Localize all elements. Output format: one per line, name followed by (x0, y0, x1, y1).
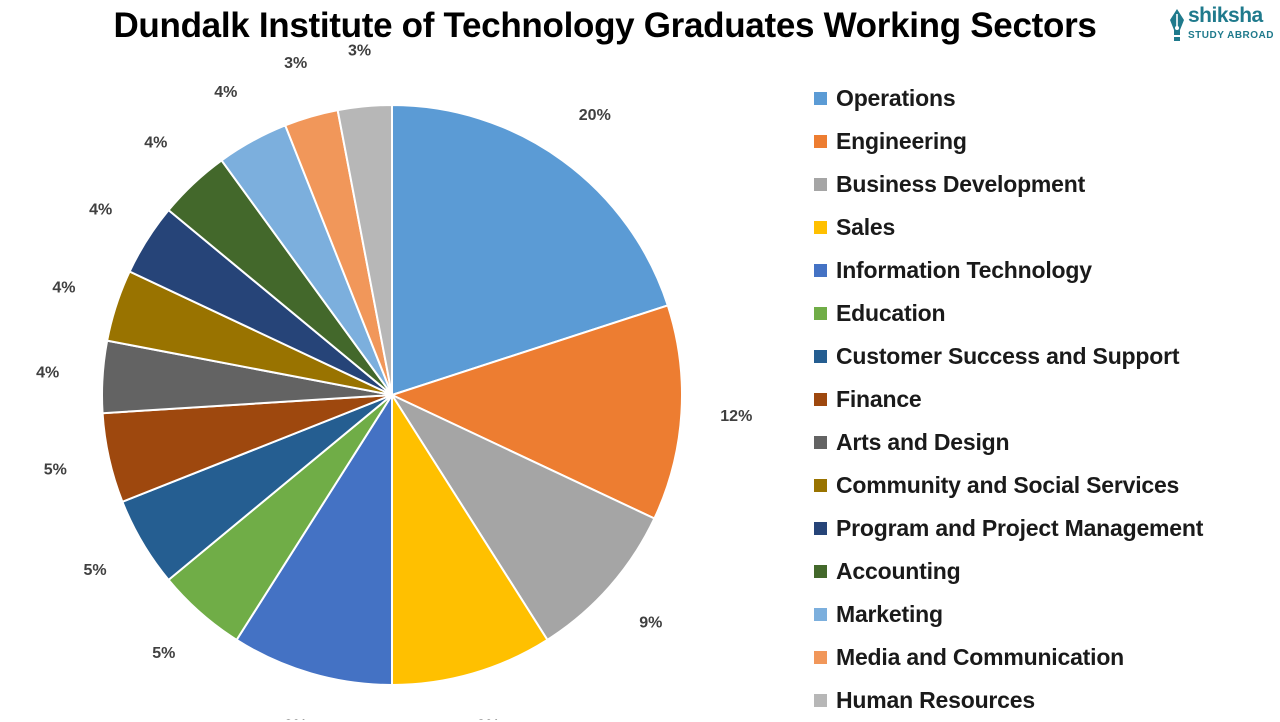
logo-word: shiksha (1188, 4, 1263, 27)
legend-item[interactable]: Arts and Design (814, 421, 1274, 464)
pen-nib-icon (1170, 9, 1184, 41)
legend-item[interactable]: Education (814, 292, 1274, 335)
data-label: 5% (83, 562, 106, 579)
chart-title: Dundalk Institute of Technology Graduate… (113, 6, 1097, 45)
legend-swatch (814, 522, 827, 535)
legend-swatch (814, 92, 827, 105)
legend-item[interactable]: Customer Success and Support (814, 335, 1274, 378)
legend-item[interactable]: Finance (814, 378, 1274, 421)
legend-swatch (814, 135, 827, 148)
legend-item[interactable]: Marketing (814, 593, 1274, 636)
pie-slice-sales[interactable] (391, 391, 549, 687)
legend-label: Sales (836, 214, 896, 240)
legend-swatch (814, 393, 827, 406)
data-label: 9% (639, 614, 662, 631)
legend-swatch (814, 608, 827, 621)
legend-item[interactable]: Engineering (814, 120, 1274, 163)
legend-label: Human Resources (836, 687, 1035, 713)
data-label: 4% (52, 280, 75, 297)
data-label: 20% (579, 107, 611, 124)
data-label: 3% (284, 55, 307, 72)
legend-label: Education (836, 300, 946, 326)
legend-swatch (814, 651, 827, 664)
data-label: 4% (214, 84, 237, 101)
legend-item[interactable]: Community and Social Services (814, 464, 1274, 507)
legend-swatch (814, 350, 827, 363)
legend-label: Business Development (836, 171, 1086, 197)
legend-swatch (814, 221, 827, 234)
legend-label: Finance (836, 386, 922, 412)
data-label: 4% (144, 135, 167, 152)
data-label: 9% (477, 718, 500, 720)
legend-label: Program and Project Management (836, 515, 1204, 541)
legend-swatch (814, 479, 827, 492)
pie-chart: 20% 12% 9% 9% 9% 5% 5% 5% 4% 4% 4% 4% 4% 3% 3% (36, 43, 752, 720)
data-label: 9% (284, 718, 307, 720)
legend-item[interactable]: Media and Communication (814, 636, 1274, 679)
pie-slice-information-technology[interactable] (235, 391, 393, 687)
chart-legend: Operations Engineering Business Developmen… (814, 77, 1274, 722)
legend-item[interactable]: Operations (814, 77, 1274, 120)
legend-label: Marketing (836, 601, 943, 627)
data-label: 4% (89, 201, 112, 218)
legend-swatch (814, 694, 827, 707)
data-label: 5% (44, 462, 67, 479)
legend-item[interactable]: Sales (814, 206, 1274, 249)
pie-slice-engineering[interactable] (389, 304, 683, 520)
legend-item[interactable]: Program and Project Management (814, 507, 1274, 550)
legend-label: Engineering (836, 128, 967, 154)
logo-tagline: STUDY ABROAD (1188, 30, 1275, 41)
legend-swatch (814, 178, 827, 191)
data-label: 12% (720, 408, 752, 425)
legend-label: Arts and Design (836, 429, 1010, 455)
legend-label: Operations (836, 85, 956, 111)
legend-swatch (814, 264, 827, 277)
legend-label: Accounting (836, 558, 961, 584)
legend-swatch (814, 565, 827, 578)
shiksha-logo[interactable]: shiksha STUDY ABROAD (1168, 4, 1276, 46)
data-label: 5% (152, 645, 175, 662)
legend-label: Media and Communication (836, 644, 1125, 670)
legend-item[interactable]: Human Resources (814, 679, 1274, 722)
pie-slice-business-development[interactable] (389, 392, 656, 642)
legend-item[interactable]: Business Development (814, 163, 1274, 206)
legend-swatch (814, 436, 827, 449)
data-label: 4% (36, 365, 59, 382)
legend-swatch (814, 307, 827, 320)
pie-slice-human-resources[interactable] (336, 103, 393, 396)
legend-label: Customer Success and Support (836, 343, 1180, 369)
data-label: 3% (348, 43, 371, 60)
legend-item[interactable]: Accounting (814, 550, 1274, 593)
legend-item[interactable]: Information Technology (814, 249, 1274, 292)
pie-slice-operations[interactable] (391, 103, 670, 397)
legend-label: Information Technology (836, 257, 1092, 283)
legend-label: Community and Social Services (836, 472, 1180, 498)
